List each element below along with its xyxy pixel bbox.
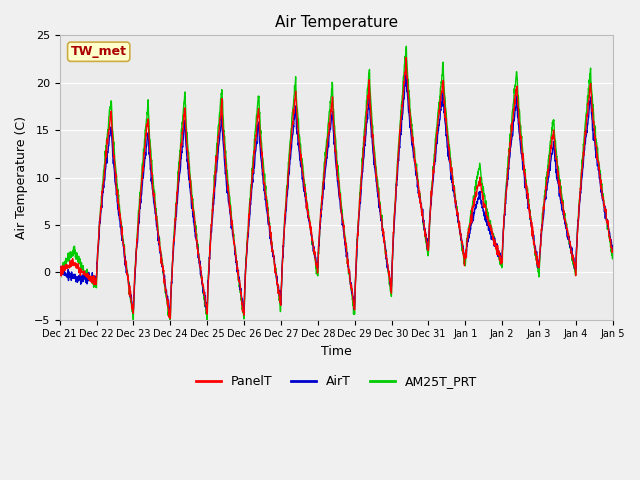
AirT [56,268,63,274]
Title: Air Temperature: Air Temperature [275,15,398,30]
AirT [492,242,500,248]
AM25T_PRT [492,243,500,249]
AM25T_PRT [325,115,333,120]
AM25T_PRT [609,255,616,261]
PanelT [593,151,601,157]
AirT [166,312,174,318]
Text: TW_met: TW_met [70,45,127,58]
PanelT [402,55,410,60]
PanelT [166,316,174,322]
Line: PanelT: PanelT [60,58,612,319]
PanelT [609,247,616,253]
PanelT [325,131,333,137]
AM25T_PRT [310,252,318,257]
AirT [84,278,92,284]
AirT [609,246,616,252]
PanelT [593,156,601,162]
AirT [402,72,410,78]
Legend: PanelT, AirT, AM25T_PRT: PanelT, AirT, AM25T_PRT [191,370,482,393]
AirT [593,158,601,164]
AM25T_PRT [129,317,137,323]
Line: AirT: AirT [60,75,612,315]
PanelT [310,246,318,252]
AirT [310,248,318,254]
AM25T_PRT [593,149,601,155]
PanelT [56,265,63,271]
AirT [593,163,601,168]
Y-axis label: Air Temperature (C): Air Temperature (C) [15,116,28,239]
X-axis label: Time: Time [321,345,351,358]
PanelT [84,273,92,278]
Line: AM25T_PRT: AM25T_PRT [60,46,612,320]
AM25T_PRT [593,145,601,151]
AM25T_PRT [84,273,92,278]
AM25T_PRT [403,43,410,49]
AM25T_PRT [56,270,63,276]
PanelT [492,240,500,246]
AirT [325,135,333,141]
